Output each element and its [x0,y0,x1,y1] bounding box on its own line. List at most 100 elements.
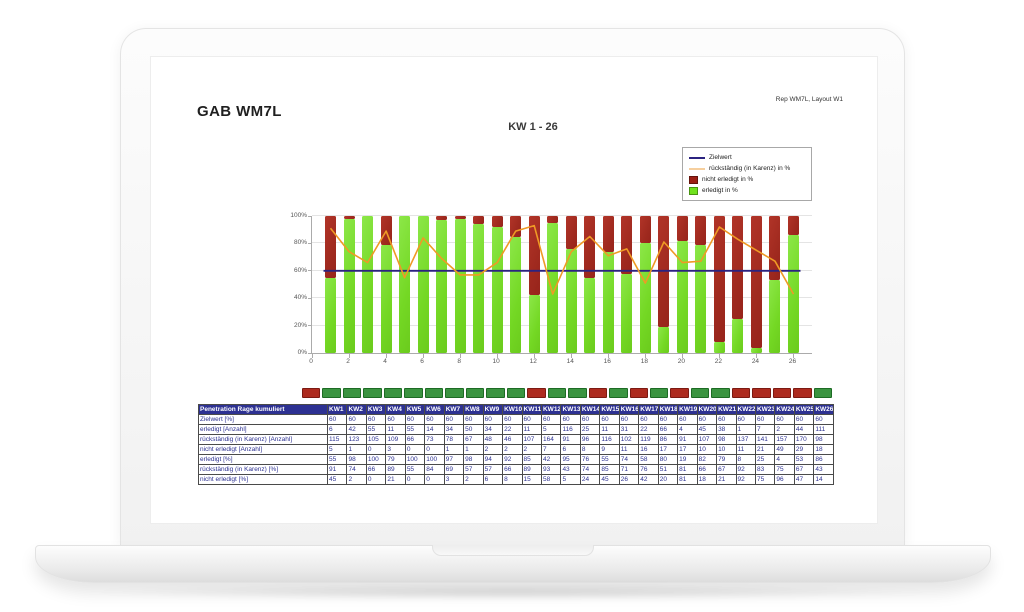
table-cell: 15 [521,474,542,485]
table-cell: 60 [443,414,465,425]
x-axis-tick [792,354,794,358]
table-cell: 115 [326,434,348,445]
table-cell: 81 [677,474,698,485]
status-cell-red [670,388,689,398]
table-cell: 164 [540,434,562,445]
table-cell: 92 [735,474,756,485]
bar-erledigt [658,326,670,353]
bar-erledigt [547,222,559,353]
bar-erledigt [695,244,707,353]
table-cell: 34 [482,424,504,435]
table-cell: 31 [618,424,640,435]
table-cell: 55 [326,454,348,465]
nicht-erledigt-box-swatch [689,175,698,184]
bar-nicht-erledigt [676,216,688,241]
x-axis-tick [459,354,461,358]
page-title: GAB WM7L [197,103,282,120]
legend-label: nicht erledigt in % [702,176,754,183]
table-cell: 74 [346,464,367,475]
table-cell: 60 [404,414,426,425]
bar-erledigt [528,295,540,353]
table-row: nicht erledigt [%] 45 2 0 21 0 0 3 2 6 8 15 58 5 24 45 2… [198,474,834,485]
table-row-label: erledigt [Anzahl] [198,424,328,435]
table-cell: 76 [638,464,659,475]
status-cell-green [363,388,382,398]
x-tick-label: 8 [457,358,461,365]
x-tick-label: 6 [420,358,424,365]
table-cell: 45 [599,474,620,485]
table-cell: 1 [463,444,484,455]
table-cell: 43 [560,464,581,475]
table-col-header: KW23 [754,404,776,415]
table-cell: 91 [326,464,348,475]
table-cell: 42 [346,424,367,435]
table-cell: 38 [716,424,737,435]
x-axis-tick [755,354,757,358]
report-label: Rep WM7L, Layout W1 [775,96,843,103]
table-cell: 92 [502,454,523,465]
bar-erledigt [676,240,688,353]
table-cell: 60 [560,414,581,425]
table-row-label: Zielwert [%] [198,414,328,425]
table-row: erledigt [Anzahl] 6 42 55 11 55 14 34 50 34 22 11 5 1… [198,424,834,435]
table-row-label: rückständig (in Karenz) [Anzahl] [198,434,328,445]
table-cell: 1 [735,424,756,435]
table-cell: 10 [696,444,718,455]
table-cell: 11 [599,424,620,435]
table-cell: 60 [579,414,601,425]
bar-erledigt [639,243,651,353]
bar-nicht-erledigt [510,216,522,237]
table-cell: 2 [774,424,795,435]
bar-erledigt [732,318,744,353]
table-cell: 6 [560,444,581,455]
bar-erledigt [343,218,355,353]
table-cell: 111 [813,424,834,435]
table-cell: 69 [443,464,465,475]
table-cell: 5 [560,474,581,485]
table-col-header: KW4 [385,404,406,415]
table-col-header: KW6 [424,404,445,415]
table-cell: 4 [774,454,795,465]
bar-nicht-erledigt [491,216,503,227]
status-cell-green [445,388,464,398]
table-cell: 60 [326,414,348,425]
table-cell: 21 [754,444,776,455]
bar-nicht-erledigt [732,216,744,319]
status-cell-red [527,388,546,398]
table-cell: 85 [521,454,542,465]
x-axis-tick [348,354,350,358]
table-cell: 0 [404,474,426,485]
bar-nicht-erledigt [325,216,337,278]
table-cell: 0 [424,474,445,485]
table-cell: 0 [404,444,426,455]
table-cell: 6 [482,474,504,485]
table-row: rückständig (in Karenz) [Anzahl] 115 123 10… [198,434,834,445]
table-cell: 53 [793,454,815,465]
table-cell: 116 [599,434,620,445]
x-tick-label: 20 [677,358,685,365]
table-col-header: KW21 [716,404,737,415]
table-cell: 20 [657,474,679,485]
x-tick-label: 0 [309,358,313,365]
x-tick-label: 14 [566,358,574,365]
table-cell: 98 [716,434,737,445]
table-cell: 66 [657,424,679,435]
legend-item: Zielwert [689,152,805,163]
table-cell: 5 [540,424,562,435]
table-cell: 98 [463,454,484,465]
bar-nicht-erledigt [454,216,466,219]
bar-nicht-erledigt [473,216,485,225]
status-cell-green [486,388,505,398]
table-cell: 55 [404,464,426,475]
table-cell: 102 [618,434,640,445]
table-cell: 100 [404,454,426,465]
rueckstaendig-line [329,224,795,295]
table-cell: 6 [326,424,348,435]
status-cell-green [383,388,403,398]
bar-erledigt [750,347,762,353]
bar-nicht-erledigt [436,216,448,221]
table-cell: 17 [657,444,679,455]
table-cell: 76 [579,454,601,465]
table-cell: 55 [365,424,387,435]
